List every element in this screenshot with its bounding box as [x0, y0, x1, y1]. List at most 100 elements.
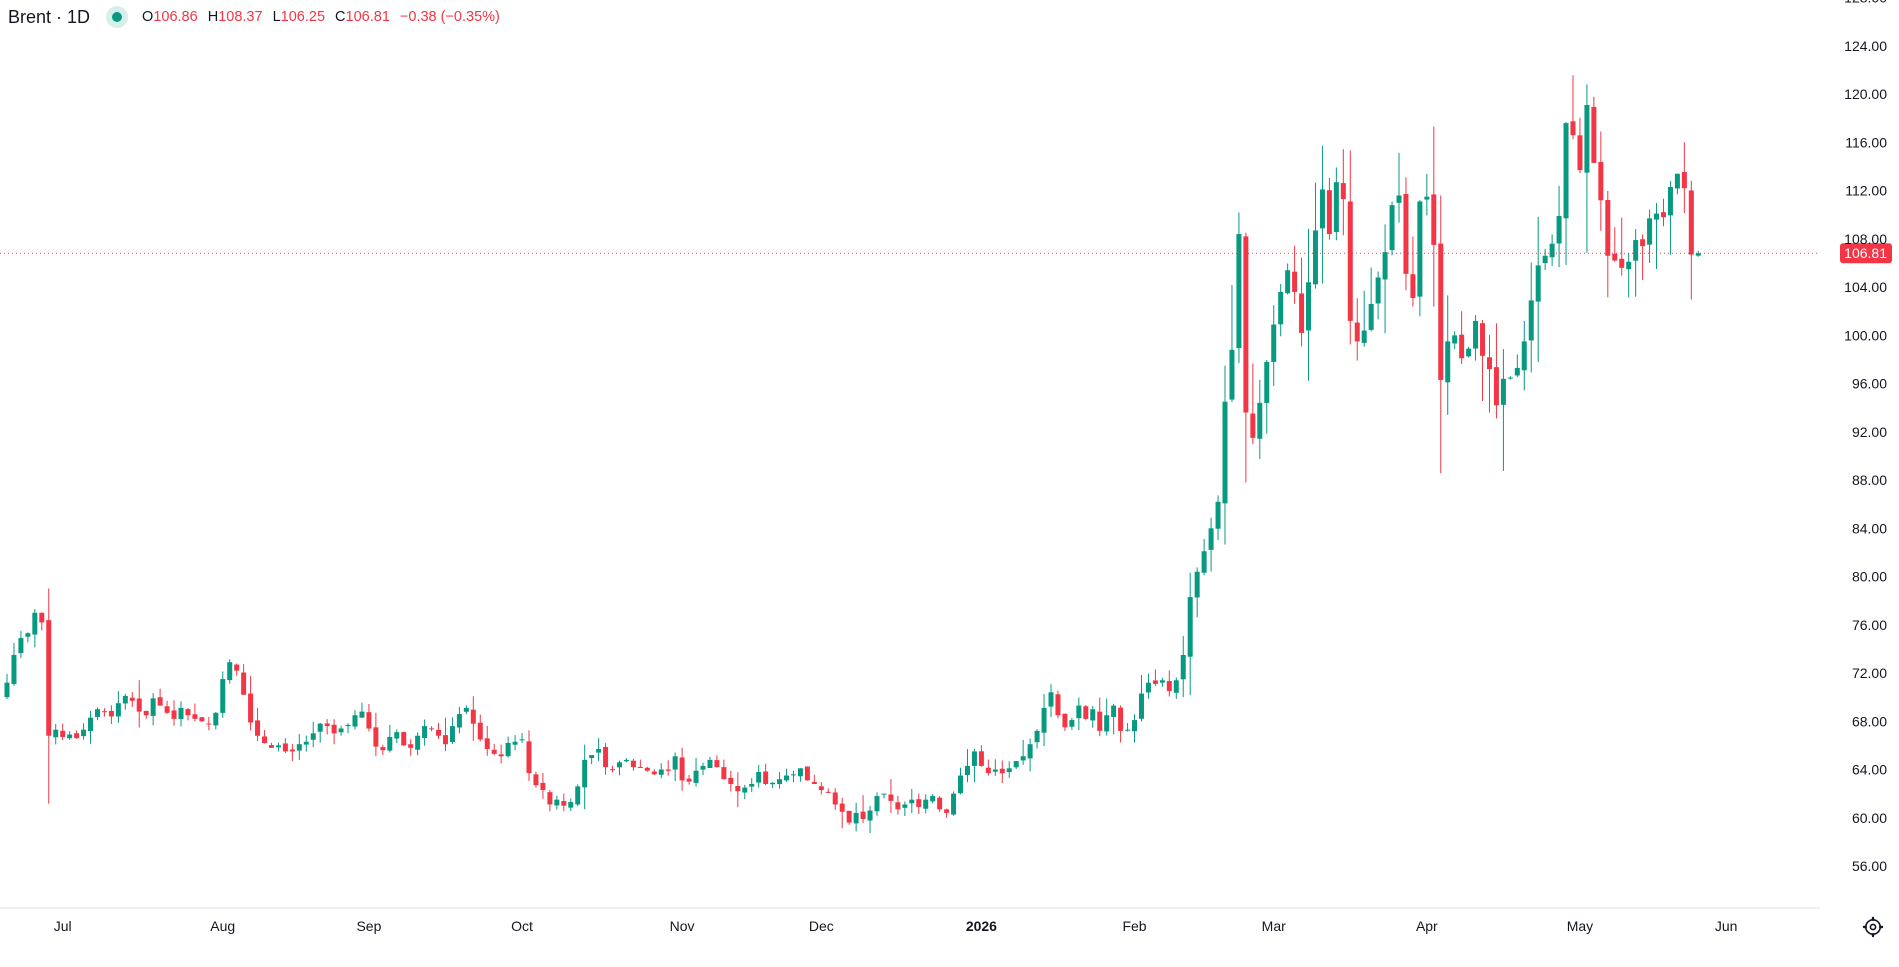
candle-body-up	[1375, 277, 1381, 304]
price-axis-tick-label: 128.00	[1844, 0, 1887, 6]
candle-body-down	[547, 792, 553, 805]
candle-body-down	[1438, 243, 1444, 380]
candle-body-up	[1654, 213, 1660, 220]
candle-body-up	[1201, 551, 1207, 573]
last-price-label: 106.81	[1844, 245, 1887, 261]
candle-body-up	[1361, 330, 1367, 343]
candle-body-up	[1194, 571, 1200, 598]
candle-body-up	[1278, 291, 1284, 325]
candle-body-down	[46, 620, 52, 736]
candle-body-down	[171, 710, 177, 719]
candle-body-down	[1577, 135, 1583, 171]
candle-body-down	[498, 754, 504, 757]
candle-body-up	[1647, 218, 1653, 245]
candle-body-down	[860, 811, 866, 819]
candle-body-down	[1612, 253, 1618, 261]
candle-body-down	[1118, 707, 1124, 731]
candle-body-down	[1340, 183, 1346, 200]
candle-body-down	[1250, 413, 1256, 438]
candle-body-up	[310, 733, 316, 740]
low-value: 106.25	[280, 9, 326, 25]
candle-body-up	[1556, 215, 1562, 244]
symbol-title[interactable]: Brent · 1D	[8, 6, 91, 27]
candle-body-up	[213, 712, 219, 726]
candle-body-down	[1299, 293, 1305, 333]
candle-body-down	[1681, 171, 1687, 189]
candle-body-up	[81, 729, 87, 737]
candle-body-up	[1563, 123, 1569, 219]
candle-body-down	[686, 778, 692, 782]
candle-body-down	[1591, 106, 1597, 163]
candle-body-up	[658, 769, 664, 775]
candle-body-up	[53, 729, 59, 738]
candle-body-down	[1152, 680, 1158, 684]
candle-body-up	[32, 612, 38, 635]
candle-body-down	[1493, 367, 1499, 406]
price-axis-tick-label: 108.00	[1844, 231, 1887, 247]
candle-body-down	[985, 767, 991, 774]
candle-body-down	[679, 757, 685, 781]
candle-body-down	[1431, 194, 1437, 245]
candle-body-up	[749, 783, 755, 787]
candle-body-up	[958, 775, 964, 794]
candle-body-down	[978, 751, 984, 766]
candle-body-up	[1048, 692, 1054, 707]
candle-body-down	[60, 730, 66, 737]
candle-body-up	[1417, 201, 1423, 297]
candle-body-down	[1347, 201, 1353, 321]
candle-body-up	[25, 633, 31, 637]
time-axis-label: 2026	[966, 918, 997, 934]
candle-body-down	[665, 769, 671, 771]
candle-body-up	[1445, 341, 1451, 383]
candle-body-down	[255, 720, 261, 736]
legend-bar: Brent · 1D O106.86 H108.37 L106.25 C106.…	[8, 6, 506, 28]
candle-body-up	[1626, 261, 1632, 270]
candle-body-down	[721, 767, 727, 780]
candle-body-up	[519, 739, 525, 741]
price-axis-tick-label: 96.00	[1852, 376, 1887, 392]
candle-body-down	[763, 771, 769, 784]
candle-body-up	[1027, 744, 1033, 759]
candle-body-up	[1514, 367, 1520, 376]
candle-body-up	[88, 717, 94, 731]
candle-body-down	[1243, 236, 1249, 413]
candle-body-down	[846, 810, 852, 823]
candle-body-up	[742, 787, 748, 793]
gear-icon[interactable]	[1862, 916, 1884, 938]
candle-body-up	[456, 714, 462, 728]
candle-body-up	[1104, 715, 1110, 732]
candle-body-down	[561, 801, 567, 806]
candle-body-down	[143, 710, 149, 716]
candle-body-down	[1292, 271, 1298, 292]
candle-body-down	[331, 724, 337, 734]
price-axis-tick-label: 72.00	[1852, 665, 1887, 681]
candle-body-up	[1173, 680, 1179, 693]
price-axis-tick-label: 84.00	[1852, 520, 1887, 536]
candle-body-down	[470, 709, 476, 724]
candle-body-down	[644, 767, 650, 771]
candle-body-up	[338, 728, 344, 733]
axis-layer: 56.00 60.00 64.00 68.00 72.00 76.00 80.00 84.00…	[0, 0, 1887, 934]
candle-body-up	[1090, 709, 1096, 721]
candle-body-up	[94, 709, 100, 717]
candle-body-down	[1166, 681, 1172, 692]
price-axis-tick-label: 124.00	[1844, 38, 1887, 54]
candle-body-up	[867, 810, 873, 821]
candle-body-up	[1674, 173, 1680, 189]
candle-body-up	[415, 735, 421, 750]
candle-body-up	[1229, 349, 1235, 400]
candle-body-up	[582, 759, 588, 788]
candle-body-down	[637, 766, 643, 768]
candle-body-up	[1285, 270, 1291, 294]
candle-body-up	[951, 793, 957, 815]
candle-body-down	[380, 747, 386, 751]
candle-body-down	[630, 760, 636, 768]
candle-body-down	[408, 744, 414, 748]
candle-body-up	[777, 779, 783, 785]
time-axis-label: Sep	[356, 918, 381, 934]
candle-body-up	[1473, 320, 1479, 349]
candle-body-up	[1020, 756, 1026, 761]
candle-body-down	[811, 781, 817, 784]
